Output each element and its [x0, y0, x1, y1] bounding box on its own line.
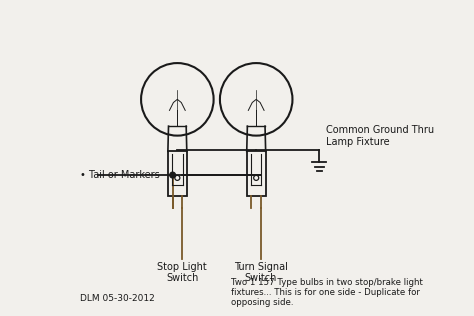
Text: DLM 05-30-2012: DLM 05-30-2012 [80, 294, 155, 303]
Text: Common Ground Thru
Lamp Fixture: Common Ground Thru Lamp Fixture [326, 125, 434, 147]
Circle shape [170, 172, 175, 178]
Bar [168, 151, 187, 196]
Text: Two 1 157 Type bulbs in two stop/brake light
fixtures... This is for one side - : Two 1 157 Type bulbs in two stop/brake l… [231, 277, 423, 307]
Text: Stop Light
Switch: Stop Light Switch [157, 262, 207, 283]
Bar [247, 151, 265, 196]
Text: • Tail or Markers: • Tail or Markers [80, 170, 159, 180]
Text: Turn Signal
Switch: Turn Signal Switch [234, 262, 288, 283]
